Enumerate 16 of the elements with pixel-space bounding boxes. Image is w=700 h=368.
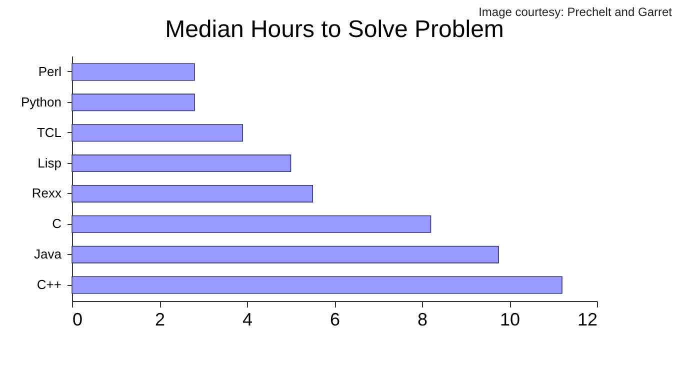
x-tick-label: 4 [242,310,253,330]
x-tick-label: 0 [72,310,83,330]
y-tick-label: C [52,216,62,232]
y-tick-label: Perl [38,64,62,79]
y-tick-label: Python [21,94,62,110]
x-tick-label: 10 [500,310,520,330]
x-tick-label: 6 [330,310,340,330]
y-tick-label: Java [34,246,62,262]
y-tick-label: C++ [36,277,62,292]
y-tick-label: TCL [36,124,62,140]
text: Image courtesy: Prechelt and Garret [478,5,673,19]
x-tick-label: 8 [417,310,428,330]
y-tick-label: Lisp [38,155,62,170]
y-tick-label: Rexx [32,186,62,201]
x-tick-label: 12 [577,310,598,330]
x-tick-label: 2 [154,310,166,330]
